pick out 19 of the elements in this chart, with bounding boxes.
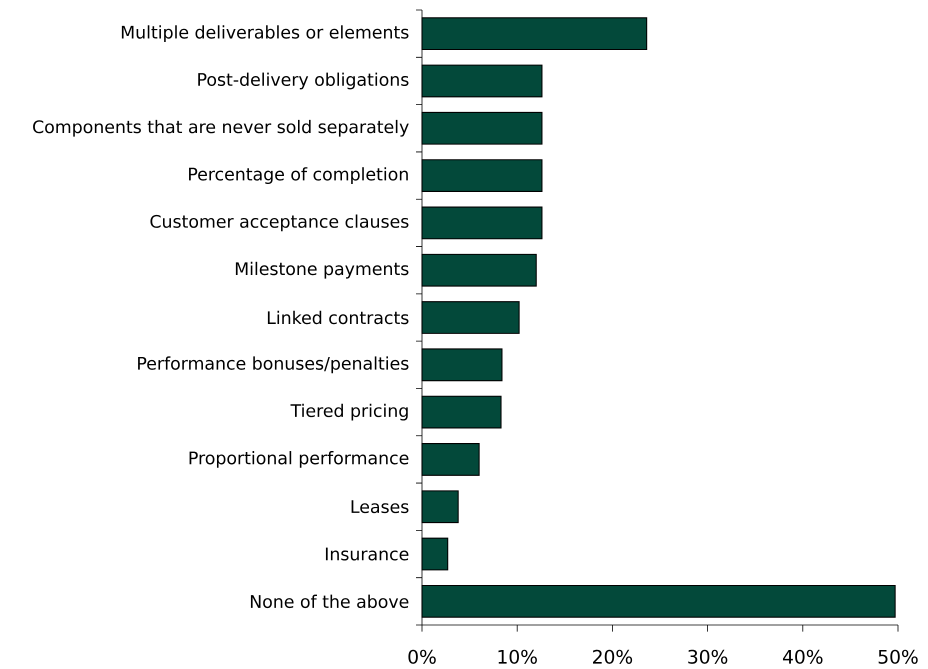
x-tick-label: 40%	[782, 650, 823, 664]
x-tick-label: 10%	[498, 650, 537, 664]
y-tick-label: Customer acceptance clauses	[150, 214, 408, 232]
x-tick-label: 50%	[878, 650, 918, 664]
y-tick-label: Leases	[352, 500, 408, 514]
y-tick-label: Linked contracts	[268, 310, 408, 324]
y-tick-label: Performance bonuses/penalties	[138, 356, 408, 374]
x-tick-label: 30%	[688, 650, 728, 664]
y-tick-label: Percentage of completion	[189, 167, 408, 184]
y-tick-label: Proportional performance	[190, 451, 408, 468]
x-tick-label: 0%	[408, 650, 436, 664]
y-tick-label: Milestone payments	[236, 262, 408, 279]
x-tick-label: 20%	[593, 650, 632, 664]
y-tick-label: Tiered pricing	[290, 404, 408, 421]
y-tick-label: Components that are never sold separately	[33, 120, 409, 137]
y-tick-label: Post-delivery obligations	[198, 72, 408, 90]
y-tick-label: None of the above	[250, 594, 408, 608]
y-tick-label: Multiple deliverables or elements	[122, 25, 408, 42]
y-tick-label: Insurance	[326, 548, 408, 560]
